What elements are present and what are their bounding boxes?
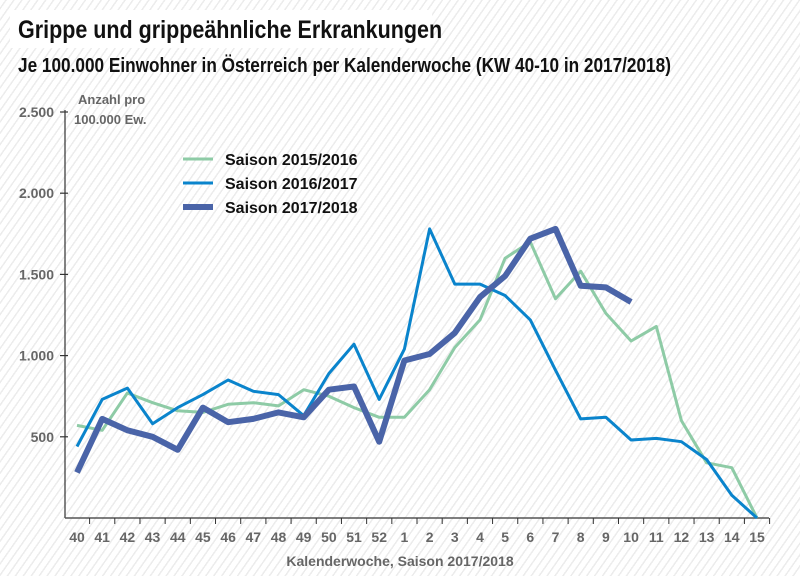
x-tick-label: 52 [371, 529, 387, 545]
y-tick-label: 1.000 [19, 348, 54, 364]
legend-label-0: Saison 2015/2016 [225, 152, 358, 169]
y-tick-label: 1.500 [19, 266, 54, 282]
chart-subtitle: Je 100.000 Einwohner in Österreich per K… [18, 55, 671, 77]
x-tick-label: 14 [724, 529, 740, 545]
x-tick-label: 13 [699, 529, 715, 545]
x-tick-label: 43 [145, 529, 161, 545]
x-tick-label: 10 [623, 529, 639, 545]
x-tick-label: 11 [649, 529, 664, 545]
x-tick-label: 48 [271, 529, 287, 545]
x-tick-label: 7 [552, 529, 560, 545]
x-tick-label: 49 [296, 529, 312, 545]
y-axis-label-line-1: Anzahl pro [78, 92, 145, 107]
title-box [10, 10, 432, 48]
x-tick-label: 1 [401, 529, 409, 545]
x-tick-label: 12 [674, 529, 690, 545]
legend-label-2: Saison 2017/2018 [225, 200, 358, 217]
y-tick-label: 500 [31, 429, 55, 445]
chart-title: Grippe und grippeähnliche Erkrankungen [18, 16, 443, 44]
legend-label-1: Saison 2016/2017 [225, 176, 358, 193]
x-tick-label: 46 [220, 529, 236, 545]
x-tick-label: 45 [195, 529, 211, 545]
x-axis-title: Kalenderwoche, Saison 2017/2018 [286, 553, 513, 569]
x-tick-label: 40 [69, 529, 85, 545]
x-tick-label: 15 [749, 529, 765, 545]
series-line-1 [75, 227, 759, 520]
x-tick-label: 8 [577, 529, 585, 545]
series-line-0 [76, 240, 759, 519]
x-tick-label: 47 [246, 529, 262, 545]
x-tick-label: 9 [602, 529, 610, 545]
x-tick-label: 2 [426, 529, 434, 545]
y-tick-label: 2.000 [19, 185, 54, 201]
x-tick-label: 51 [346, 529, 362, 545]
series-line-2 [74, 225, 633, 474]
x-tick-label: 44 [170, 529, 186, 545]
y-axis-label-line-2: 100.000 Ew. [74, 112, 147, 127]
x-tick-label: 6 [526, 529, 534, 545]
y-tick-label: 2.500 [19, 104, 54, 120]
x-tick-label: 3 [451, 529, 459, 545]
x-tick-label: 4 [476, 529, 484, 545]
x-tick-label: 50 [321, 529, 337, 545]
x-tick-label: 5 [501, 529, 509, 545]
x-tick-label: 41 [94, 529, 110, 545]
x-tick-label: 42 [120, 529, 136, 545]
